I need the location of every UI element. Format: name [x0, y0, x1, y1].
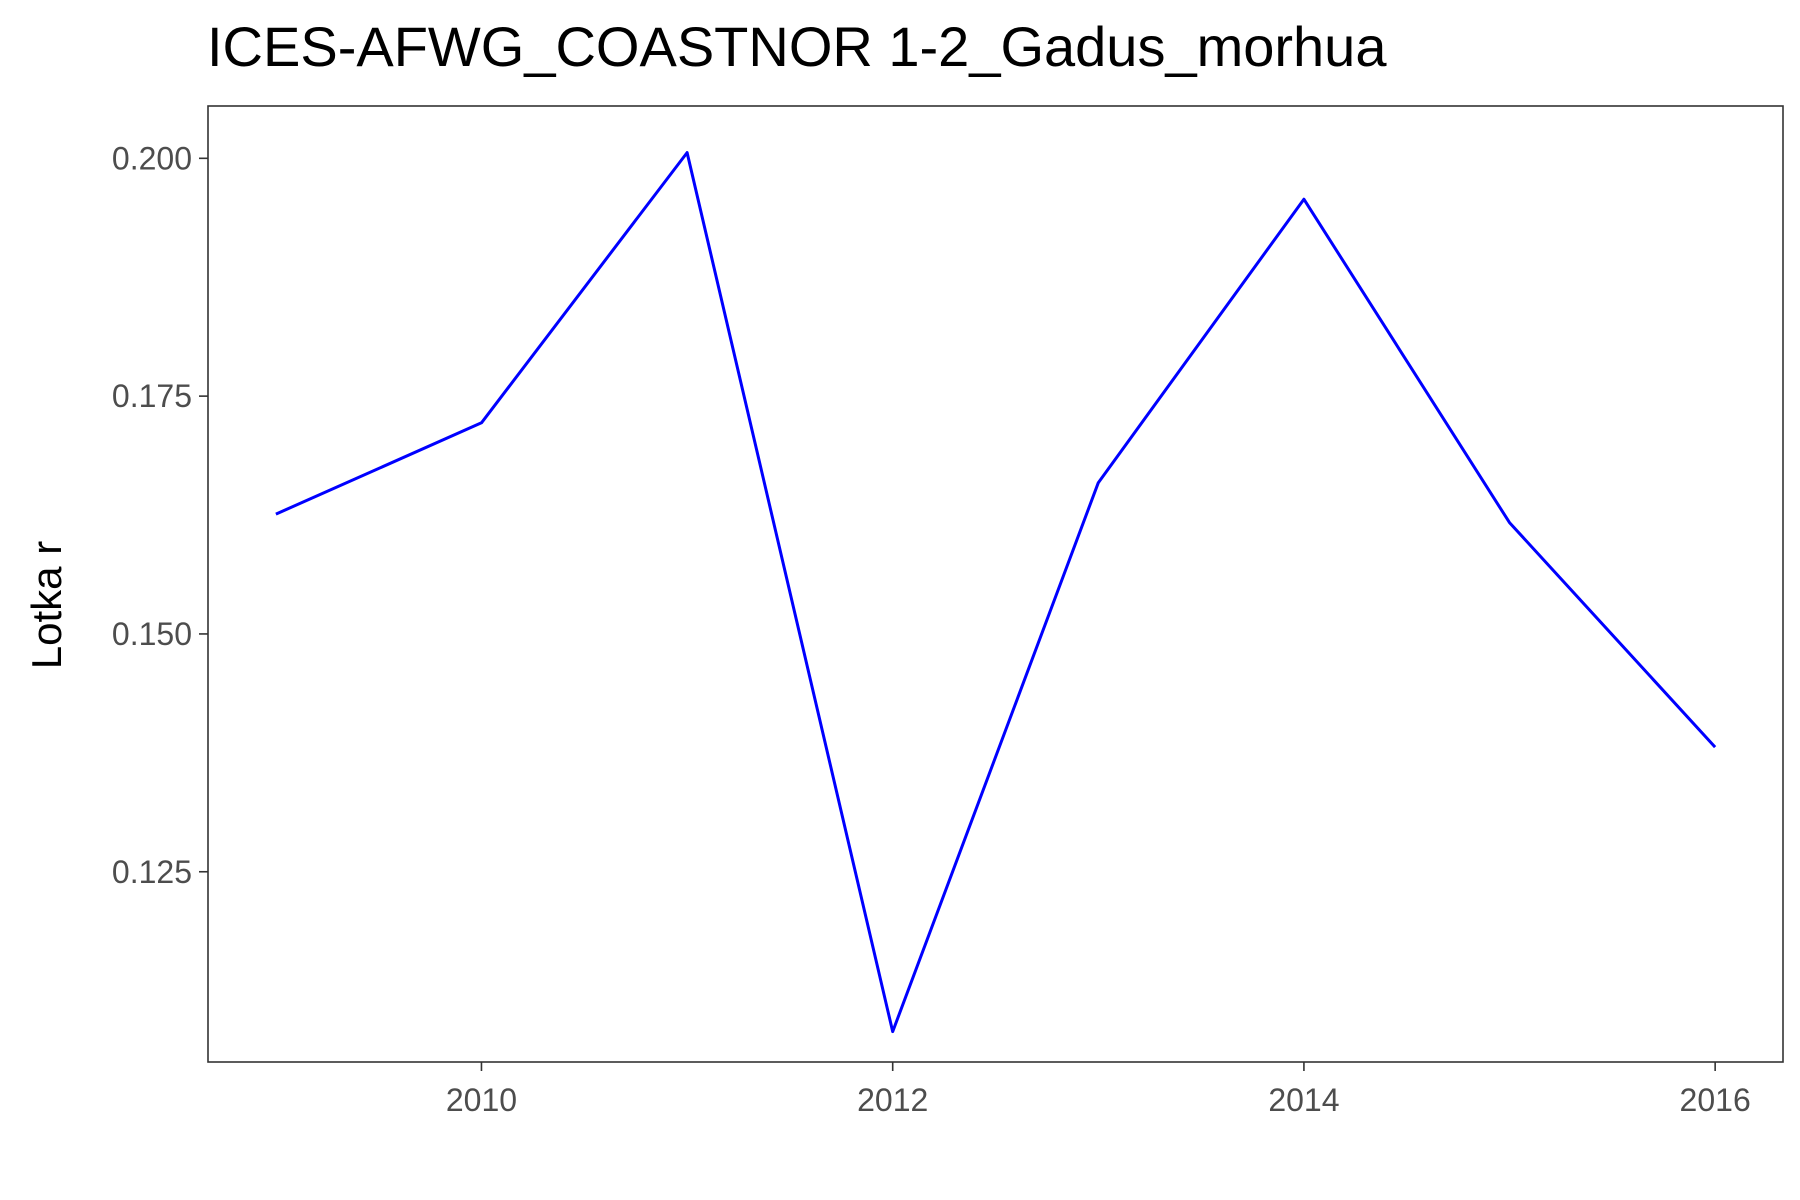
x-tick-label: 2016: [1680, 1082, 1751, 1118]
y-tick-label: 0.200: [112, 140, 192, 176]
y-axis: 0.125 0.150 0.175 0.200: [112, 140, 208, 890]
x-axis: 2010 2012 2014 2016: [446, 1062, 1751, 1118]
y-tick-label: 0.175: [112, 378, 192, 414]
plot-panel-border: [207, 105, 1784, 1063]
series-line-0: [275, 151, 1717, 1034]
x-tick-label: 2014: [1268, 1082, 1339, 1118]
y-tick-label: 0.150: [112, 616, 192, 652]
x-tick-label: 2010: [446, 1082, 517, 1118]
chart-title: ICES-AFWG_COASTNOR 1-2_Gadus_morhua: [207, 15, 1387, 78]
y-tick-label: 0.125: [112, 854, 192, 890]
series-layer: [275, 151, 1717, 1034]
x-tick-label: 2012: [857, 1082, 928, 1118]
y-axis-label: Lotka r: [23, 541, 70, 669]
